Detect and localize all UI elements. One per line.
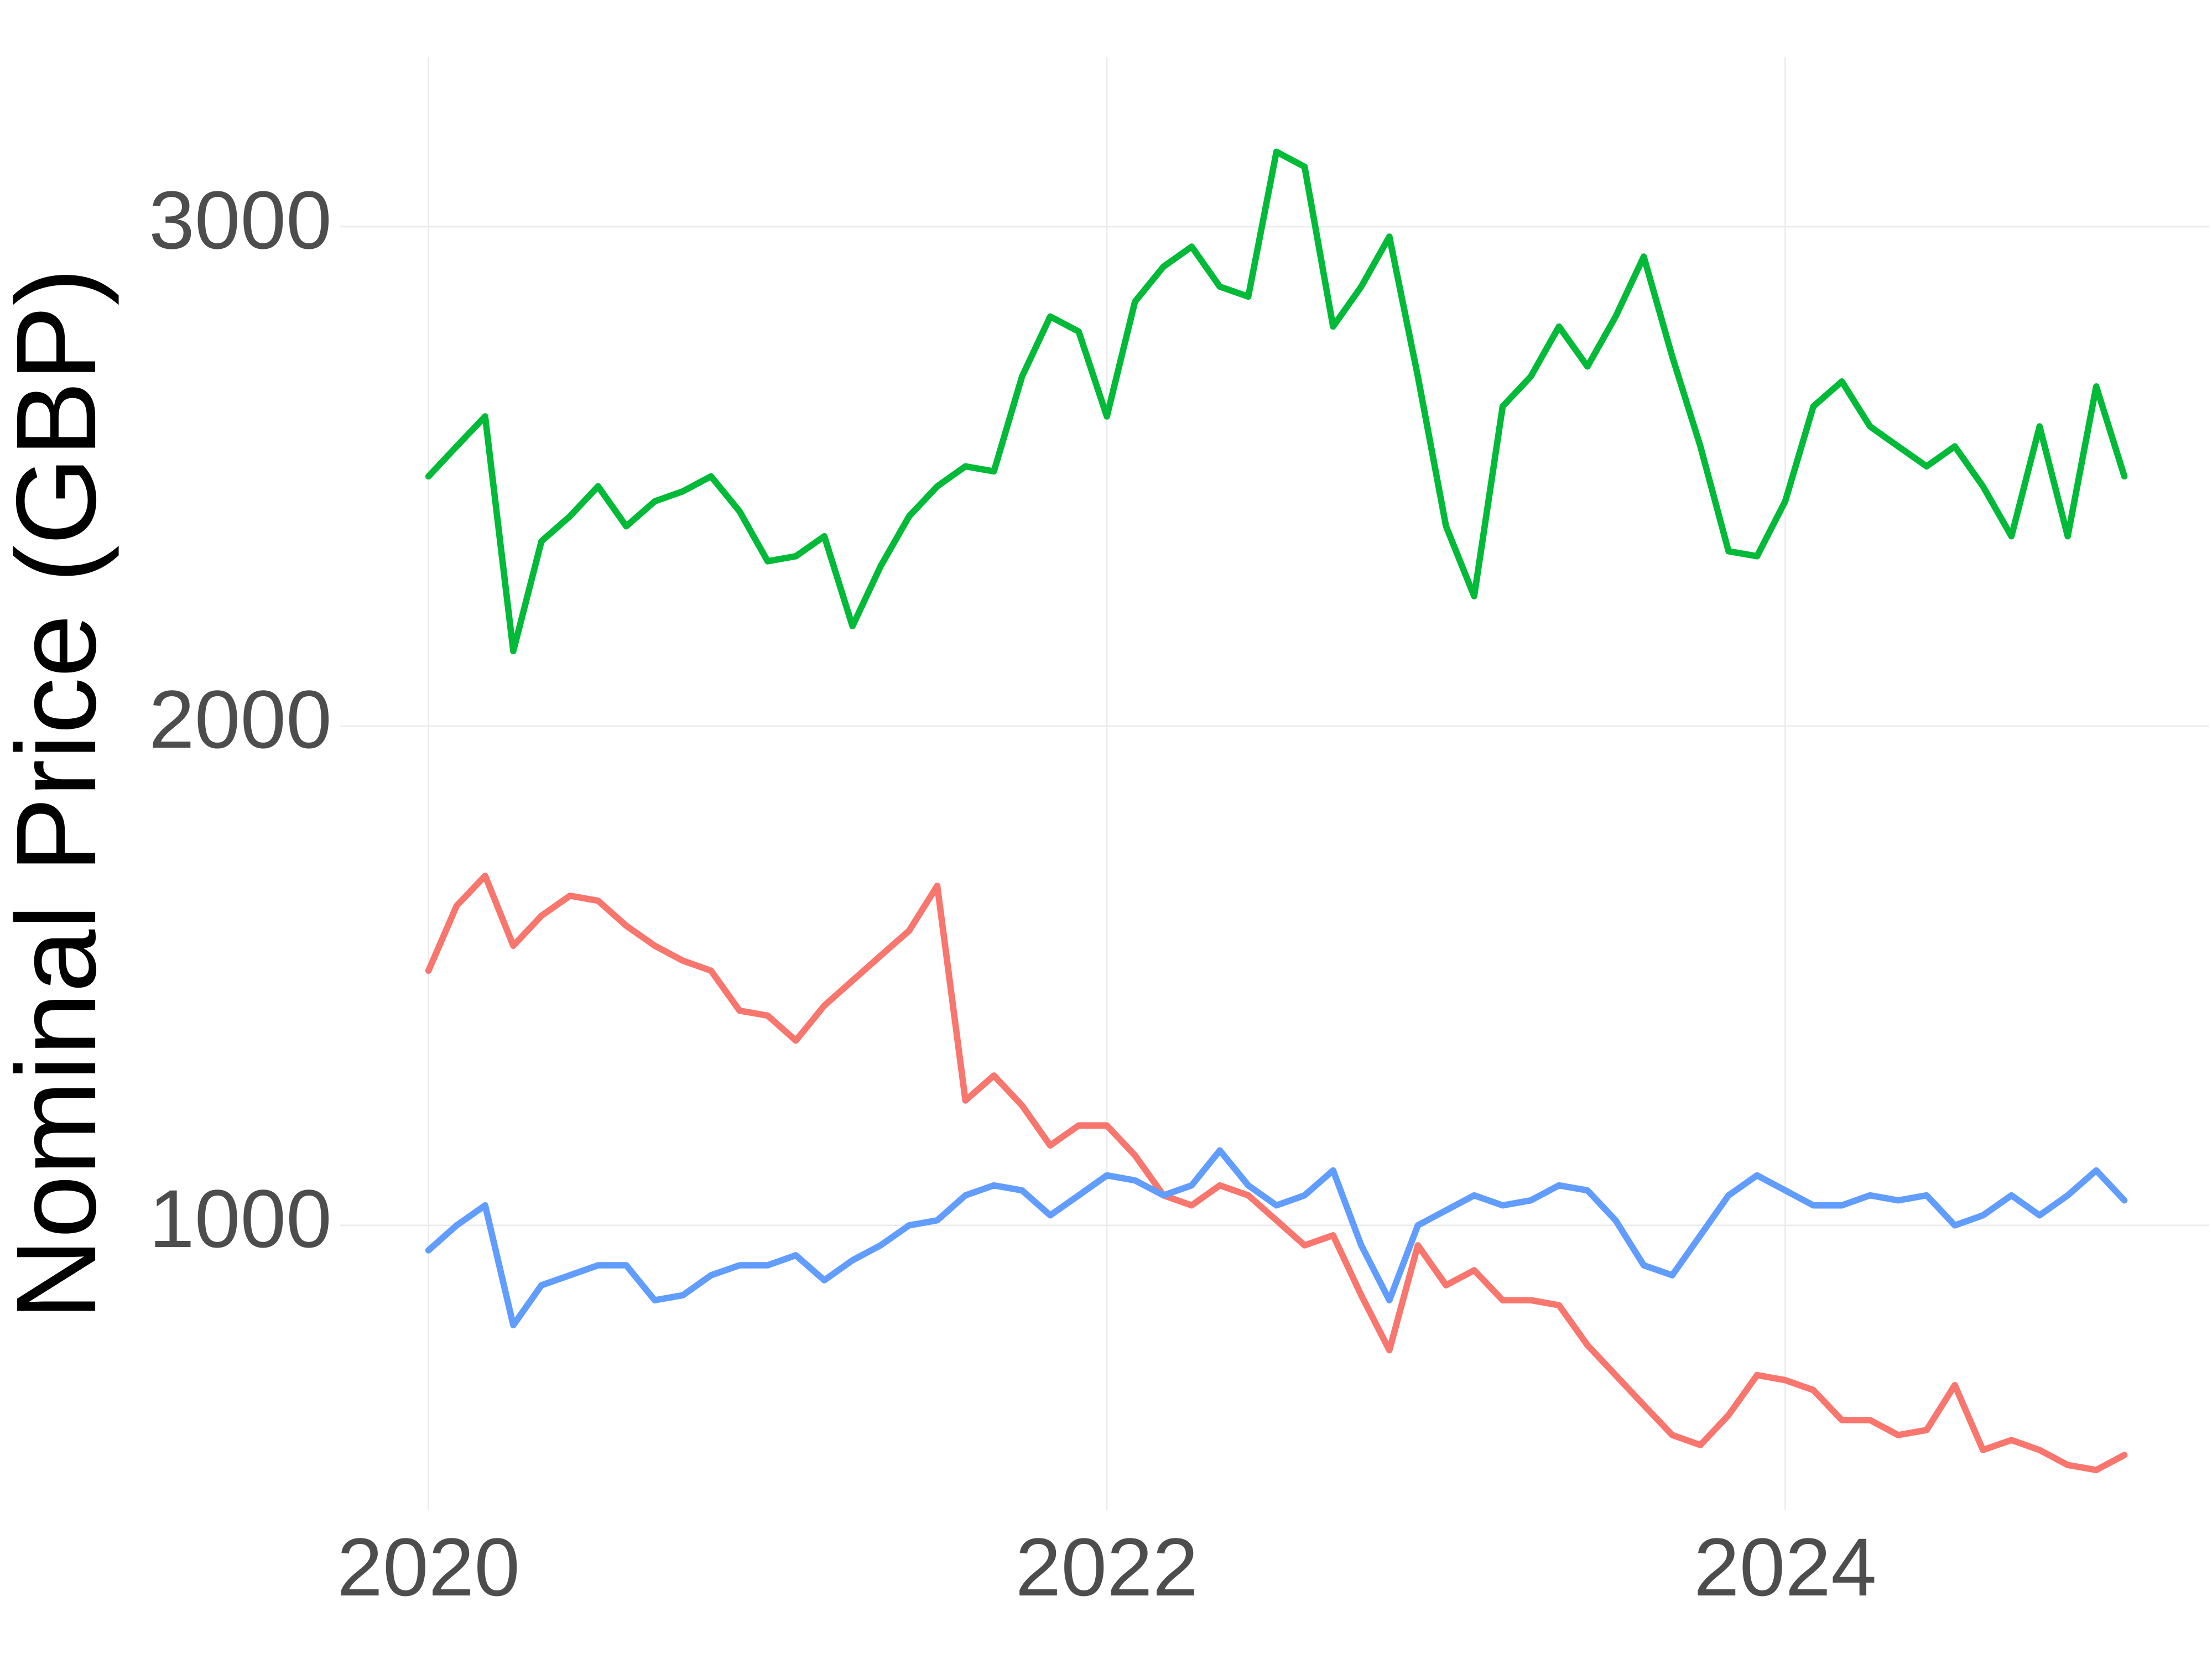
y-tick-label: 3000 [149, 174, 332, 266]
x-tick-label: 2022 [1016, 1521, 1199, 1613]
y-tick-label: 2000 [149, 673, 332, 765]
series-line [425, 148, 2128, 655]
x-tick-label: 2024 [1694, 1521, 1877, 1613]
series-line [425, 872, 2128, 1473]
x-tick-label: 2020 [337, 1521, 520, 1613]
series-line [425, 1147, 2128, 1329]
y-axis-title: Nominal Price (GBP) [0, 268, 119, 1320]
y-tick-label: 1000 [149, 1172, 332, 1265]
